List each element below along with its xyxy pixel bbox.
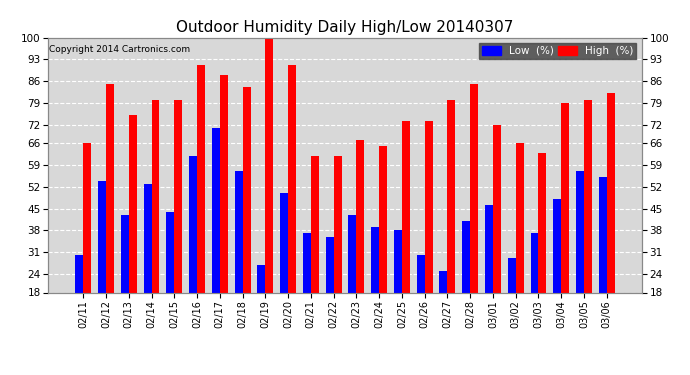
Bar: [599, 177, 607, 292]
Bar: [257, 264, 266, 292]
Bar: [166, 211, 175, 292]
Title: Outdoor Humidity Daily High/Low 20140307: Outdoor Humidity Daily High/Low 20140307: [177, 20, 513, 35]
Bar: [334, 156, 342, 292]
Bar: [356, 140, 364, 292]
Bar: [402, 122, 410, 292]
Bar: [197, 66, 205, 292]
Bar: [326, 237, 334, 292]
Bar: [98, 180, 106, 292]
Bar: [553, 199, 561, 292]
Bar: [129, 115, 137, 292]
Bar: [220, 75, 228, 292]
Legend: Low  (%), High  (%): Low (%), High (%): [479, 43, 636, 59]
Bar: [83, 143, 91, 292]
Bar: [561, 103, 569, 292]
Bar: [212, 128, 220, 292]
Bar: [152, 100, 159, 292]
Bar: [462, 221, 470, 292]
Bar: [288, 66, 296, 292]
Text: Copyright 2014 Cartronics.com: Copyright 2014 Cartronics.com: [50, 45, 190, 54]
Bar: [379, 146, 387, 292]
Bar: [175, 100, 182, 292]
Bar: [515, 143, 524, 292]
Bar: [584, 100, 592, 292]
Bar: [189, 156, 197, 292]
Bar: [607, 93, 615, 292]
Bar: [440, 271, 447, 292]
Bar: [371, 227, 379, 292]
Bar: [243, 87, 250, 292]
Bar: [303, 233, 311, 292]
Bar: [75, 255, 83, 292]
Bar: [508, 258, 515, 292]
Bar: [266, 38, 273, 292]
Bar: [447, 100, 455, 292]
Bar: [106, 84, 114, 292]
Bar: [280, 193, 288, 292]
Bar: [424, 122, 433, 292]
Bar: [417, 255, 424, 292]
Bar: [470, 84, 478, 292]
Bar: [576, 171, 584, 292]
Bar: [348, 215, 356, 292]
Bar: [144, 184, 152, 292]
Bar: [121, 215, 129, 292]
Bar: [538, 153, 546, 292]
Bar: [311, 156, 319, 292]
Bar: [235, 171, 243, 292]
Bar: [485, 206, 493, 292]
Bar: [493, 124, 501, 292]
Bar: [531, 233, 538, 292]
Bar: [394, 230, 402, 292]
